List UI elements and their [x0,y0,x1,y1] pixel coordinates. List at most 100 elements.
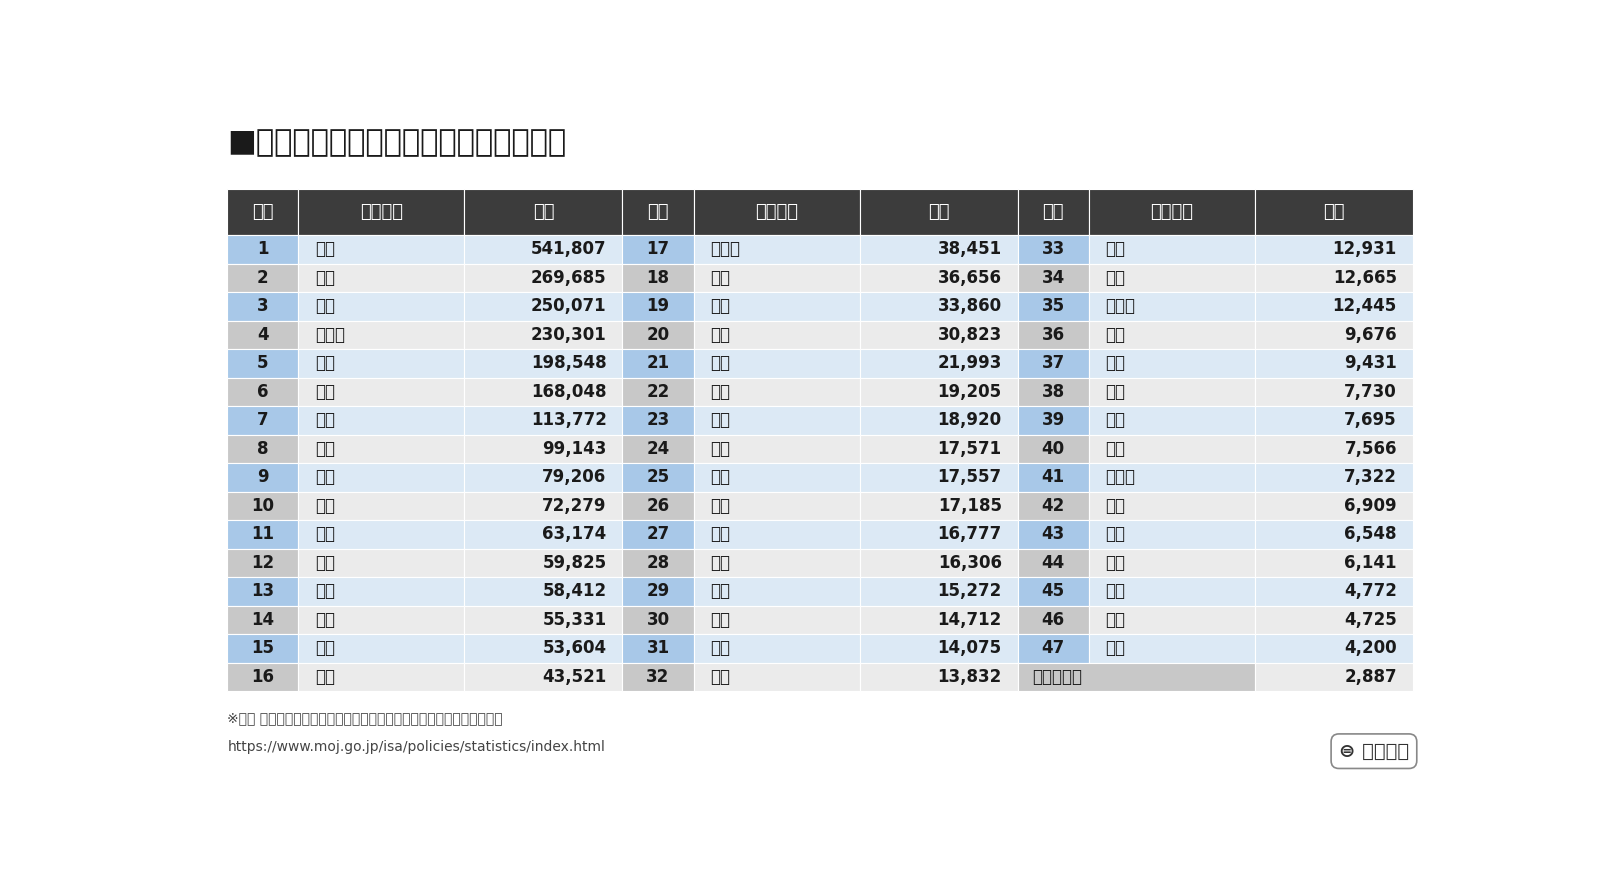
Text: ⊜ 訪日ラボ: ⊜ 訪日ラボ [1339,742,1410,760]
Bar [1254,549,1413,578]
Bar [299,520,464,549]
Text: 28: 28 [646,554,669,572]
Text: 岡山: 岡山 [710,326,730,344]
Text: 43: 43 [1042,525,1064,543]
Bar [622,549,693,578]
Bar [859,292,1018,320]
Text: 44: 44 [1042,554,1064,572]
Text: 42: 42 [1042,497,1064,514]
Text: 31: 31 [646,640,669,657]
Bar [622,406,693,435]
Text: 14,712: 14,712 [938,611,1002,629]
Text: 7: 7 [258,411,269,430]
Bar [1088,263,1254,292]
Bar [299,406,464,435]
Bar [693,634,859,662]
Bar [859,463,1018,492]
Bar [464,578,622,605]
Bar [1018,662,1254,691]
Bar [693,378,859,406]
Bar [1088,406,1254,435]
Text: 人数: 人数 [1323,203,1344,221]
Bar [693,520,859,549]
Text: 埼玉: 埼玉 [315,354,334,373]
Bar [227,320,299,349]
Text: 37: 37 [1042,354,1064,373]
Text: 14,075: 14,075 [938,640,1002,657]
Bar [464,320,622,349]
Text: 12: 12 [251,554,275,572]
Bar [227,549,299,578]
Text: 45: 45 [1042,583,1064,600]
Bar [622,606,693,634]
Bar [1088,435,1254,463]
Text: 39: 39 [1042,411,1064,430]
Text: ■在留外国人が多い都道府県ランキング: ■在留外国人が多い都道府県ランキング [227,129,566,158]
Text: 2: 2 [258,269,269,287]
Text: 長野: 長野 [710,269,730,287]
Bar [859,578,1018,605]
Bar [464,378,622,406]
Bar [859,492,1018,520]
Text: 茨城: 茨城 [315,497,334,514]
Text: 16,777: 16,777 [938,525,1002,543]
Bar [1018,606,1088,634]
Text: 21,993: 21,993 [938,354,1002,373]
Text: 18,920: 18,920 [938,411,1002,430]
Bar [299,634,464,662]
Text: 高知: 高知 [1106,611,1125,629]
Bar [227,292,299,320]
Bar [1088,520,1254,549]
Bar [622,463,693,492]
Text: 99,143: 99,143 [542,440,606,458]
Bar [1254,634,1413,662]
Text: 38,451: 38,451 [938,241,1002,258]
Text: 168,048: 168,048 [531,383,606,401]
Bar [622,235,693,263]
Bar [1018,634,1088,662]
Text: 北海道: 北海道 [710,241,741,258]
Text: 長崎: 長崎 [1106,354,1125,373]
Text: 32: 32 [646,668,670,686]
Text: 541,807: 541,807 [531,241,606,258]
Bar [622,292,693,320]
Bar [299,263,464,292]
Text: 9: 9 [258,468,269,486]
Text: 9,676: 9,676 [1344,326,1397,344]
Bar [693,578,859,605]
Text: 7,322: 7,322 [1344,468,1397,486]
Text: 7,566: 7,566 [1344,440,1397,458]
Text: 沖縄: 沖縄 [710,383,730,401]
Text: 大阪: 大阪 [315,298,334,315]
Text: 和歌山: 和歌山 [1106,468,1136,486]
Text: 4,772: 4,772 [1344,583,1397,600]
Text: 兵庫: 兵庫 [315,411,334,430]
Text: 山形: 山形 [1106,383,1125,401]
Text: 19: 19 [646,298,669,315]
Text: 47: 47 [1042,640,1064,657]
Text: 神奈川: 神奈川 [315,326,346,344]
Bar [1254,263,1413,292]
Text: 岩手: 岩手 [1106,411,1125,430]
Bar [1254,435,1413,463]
Text: 250,071: 250,071 [531,298,606,315]
Text: 16: 16 [251,668,274,686]
Text: 香川: 香川 [710,668,730,686]
Text: 22: 22 [646,383,670,401]
Text: 11: 11 [251,525,274,543]
Text: 佐賀: 佐賀 [1106,497,1125,514]
Bar [227,578,299,605]
Bar [859,189,1018,235]
Text: 7,730: 7,730 [1344,383,1397,401]
Text: 27: 27 [646,525,670,543]
Text: 鹿児島: 鹿児島 [1106,298,1136,315]
Bar [227,634,299,662]
Bar [1254,189,1413,235]
Text: 12,931: 12,931 [1333,241,1397,258]
Bar [464,292,622,320]
Text: 13,832: 13,832 [938,668,1002,686]
Bar [299,435,464,463]
Text: 33: 33 [1042,241,1064,258]
Text: 198,548: 198,548 [531,354,606,373]
Text: 20: 20 [646,326,669,344]
